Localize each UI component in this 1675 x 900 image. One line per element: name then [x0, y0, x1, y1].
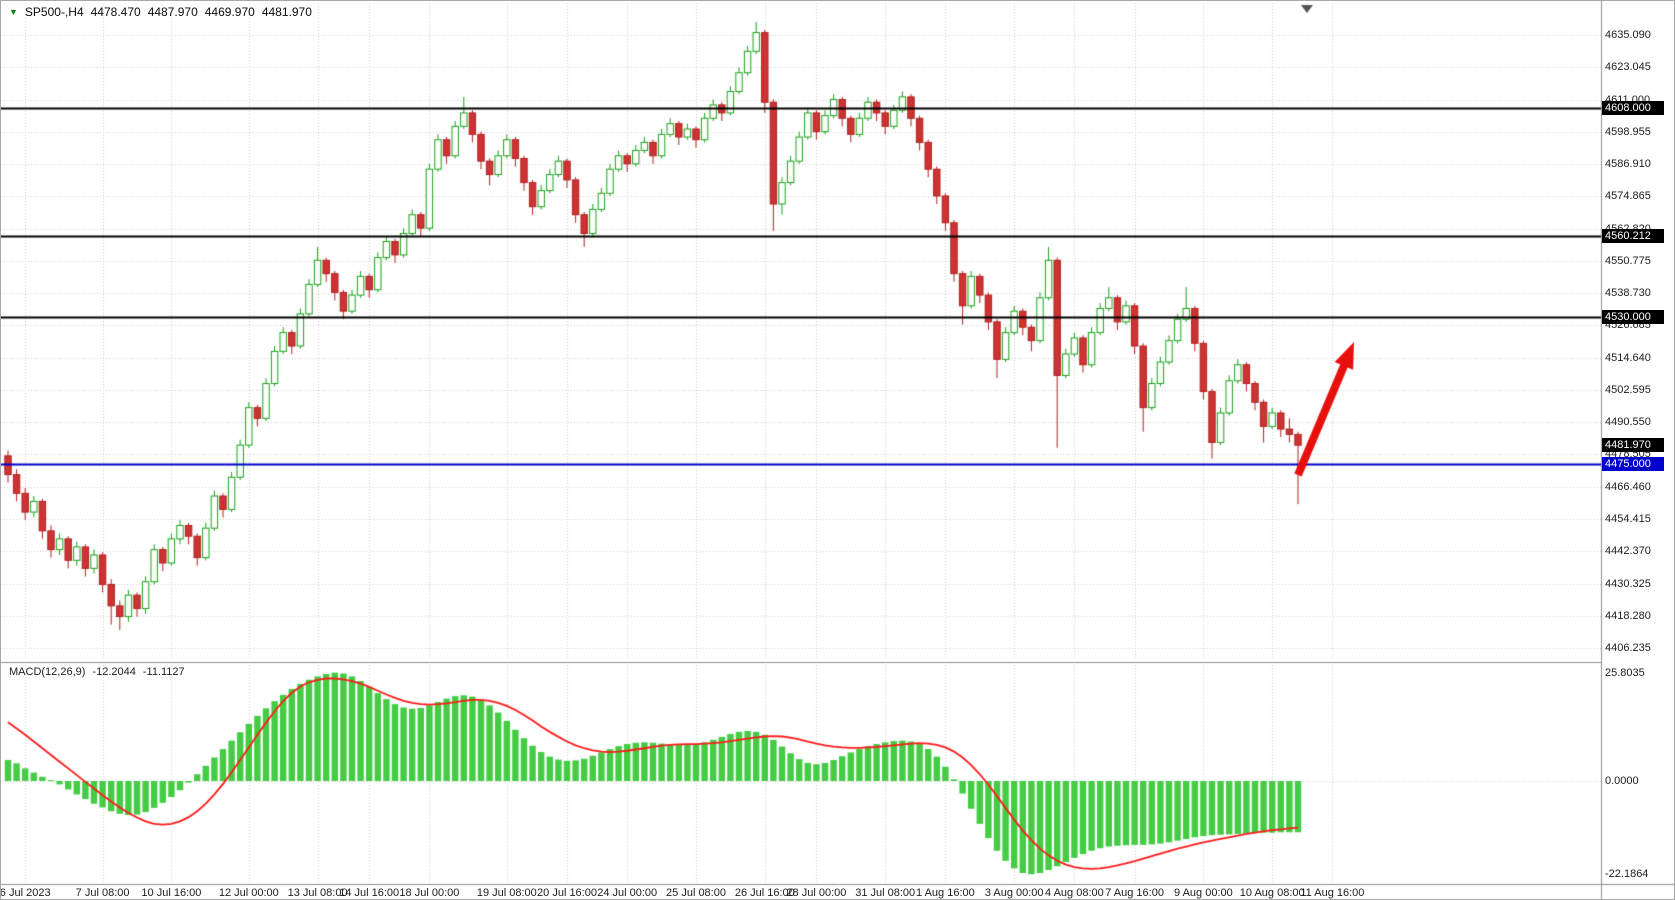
- date-label: 19 Jul 08:00: [476, 887, 537, 899]
- symbol-label: SP500-,H4: [24, 5, 84, 19]
- ohlc-high: 4487.970: [147, 5, 198, 19]
- date-label: 10 Jul 16:00: [141, 887, 202, 899]
- price-tick-label: 4442.370: [1605, 545, 1651, 558]
- date-label: 14 Jul 16:00: [339, 887, 400, 899]
- price-tick-label: 4550.775: [1605, 254, 1651, 267]
- macd-tick-label: 25.8035: [1605, 666, 1645, 679]
- date-label: 4 Aug 08:00: [1045, 887, 1104, 899]
- price-tick-label: 4490.550: [1605, 416, 1651, 429]
- macd-tick-label: -22.1864: [1605, 868, 1649, 881]
- price-tick-label: 4406.235: [1605, 642, 1651, 655]
- price-tick-label: 4623.045: [1605, 61, 1651, 74]
- date-label: 1 Aug 16:00: [916, 887, 975, 899]
- date-label: 3 Aug 00:00: [984, 887, 1044, 899]
- support-line-tag: 4475.000: [1602, 456, 1664, 471]
- price-tick-label: 4586.910: [1605, 158, 1651, 171]
- date-label: 13 Jul 08:00: [287, 887, 348, 899]
- date-label: 28 Jul 00:00: [786, 887, 847, 899]
- current-price-tag: 4481.970: [1602, 438, 1664, 453]
- macd-name: MACD(12,26,9): [9, 666, 86, 678]
- macd-indicator-label: MACD(12,26,9) -12.2044 -11.1127: [9, 666, 185, 678]
- hline-tag-4560: 4560.212: [1602, 228, 1664, 243]
- price-tick-label: 4466.460: [1605, 480, 1651, 493]
- date-label: 10 Aug 08:00: [1239, 887, 1305, 899]
- price-tick-label: 4514.640: [1605, 351, 1651, 364]
- symbol-dropdown-icon[interactable]: ▼: [9, 7, 18, 17]
- date-label: 25 Jul 08:00: [666, 887, 726, 899]
- date-label: 18 Jul 00:00: [399, 887, 460, 899]
- ohlc-low: 4469.970: [204, 5, 255, 19]
- price-tick-label: 4454.415: [1605, 513, 1651, 526]
- price-tick-label: 4598.955: [1605, 125, 1651, 138]
- date-label: 24 Jul 00:00: [597, 887, 658, 899]
- chart-symbol-ohlc: ▼ SP500-,H4 4478.470 4487.970 4469.970 4…: [9, 5, 312, 19]
- price-tick-label: 4574.865: [1605, 190, 1651, 203]
- date-label: 7 Jul 08:00: [75, 887, 130, 899]
- price-tick-label: 4635.090: [1605, 29, 1651, 41]
- date-label: 7 Aug 16:00: [1105, 887, 1164, 899]
- macd-signal-value: -11.1127: [142, 666, 185, 678]
- ohlc-close: 4481.970: [261, 5, 312, 19]
- date-label: 9 Aug 00:00: [1174, 887, 1233, 899]
- date-label: 20 Jul 16:00: [537, 887, 597, 899]
- date-label: 11 Aug 16:00: [1300, 887, 1365, 899]
- price-tick-label: 4538.730: [1605, 287, 1651, 300]
- macd-main-value: -12.2044: [92, 666, 136, 678]
- date-label: 31 Jul 08:00: [855, 887, 916, 899]
- date-label: 6 Jul 2023: [0, 887, 51, 899]
- macd-tick-label: 0.0000: [1605, 775, 1639, 787]
- price-tick-label: 4502.595: [1605, 383, 1651, 396]
- date-label: 12 Jul 00:00: [218, 887, 279, 899]
- hline-tag-4530: 4530.000: [1602, 309, 1664, 324]
- date-label: 26 Jul 16:00: [734, 887, 795, 899]
- hline-tag-4608: 4608.000: [1602, 100, 1664, 115]
- price-tick-label: 4418.280: [1605, 609, 1651, 622]
- ohlc-open: 4478.470: [90, 5, 141, 19]
- price-tick-label: 4430.325: [1605, 577, 1651, 590]
